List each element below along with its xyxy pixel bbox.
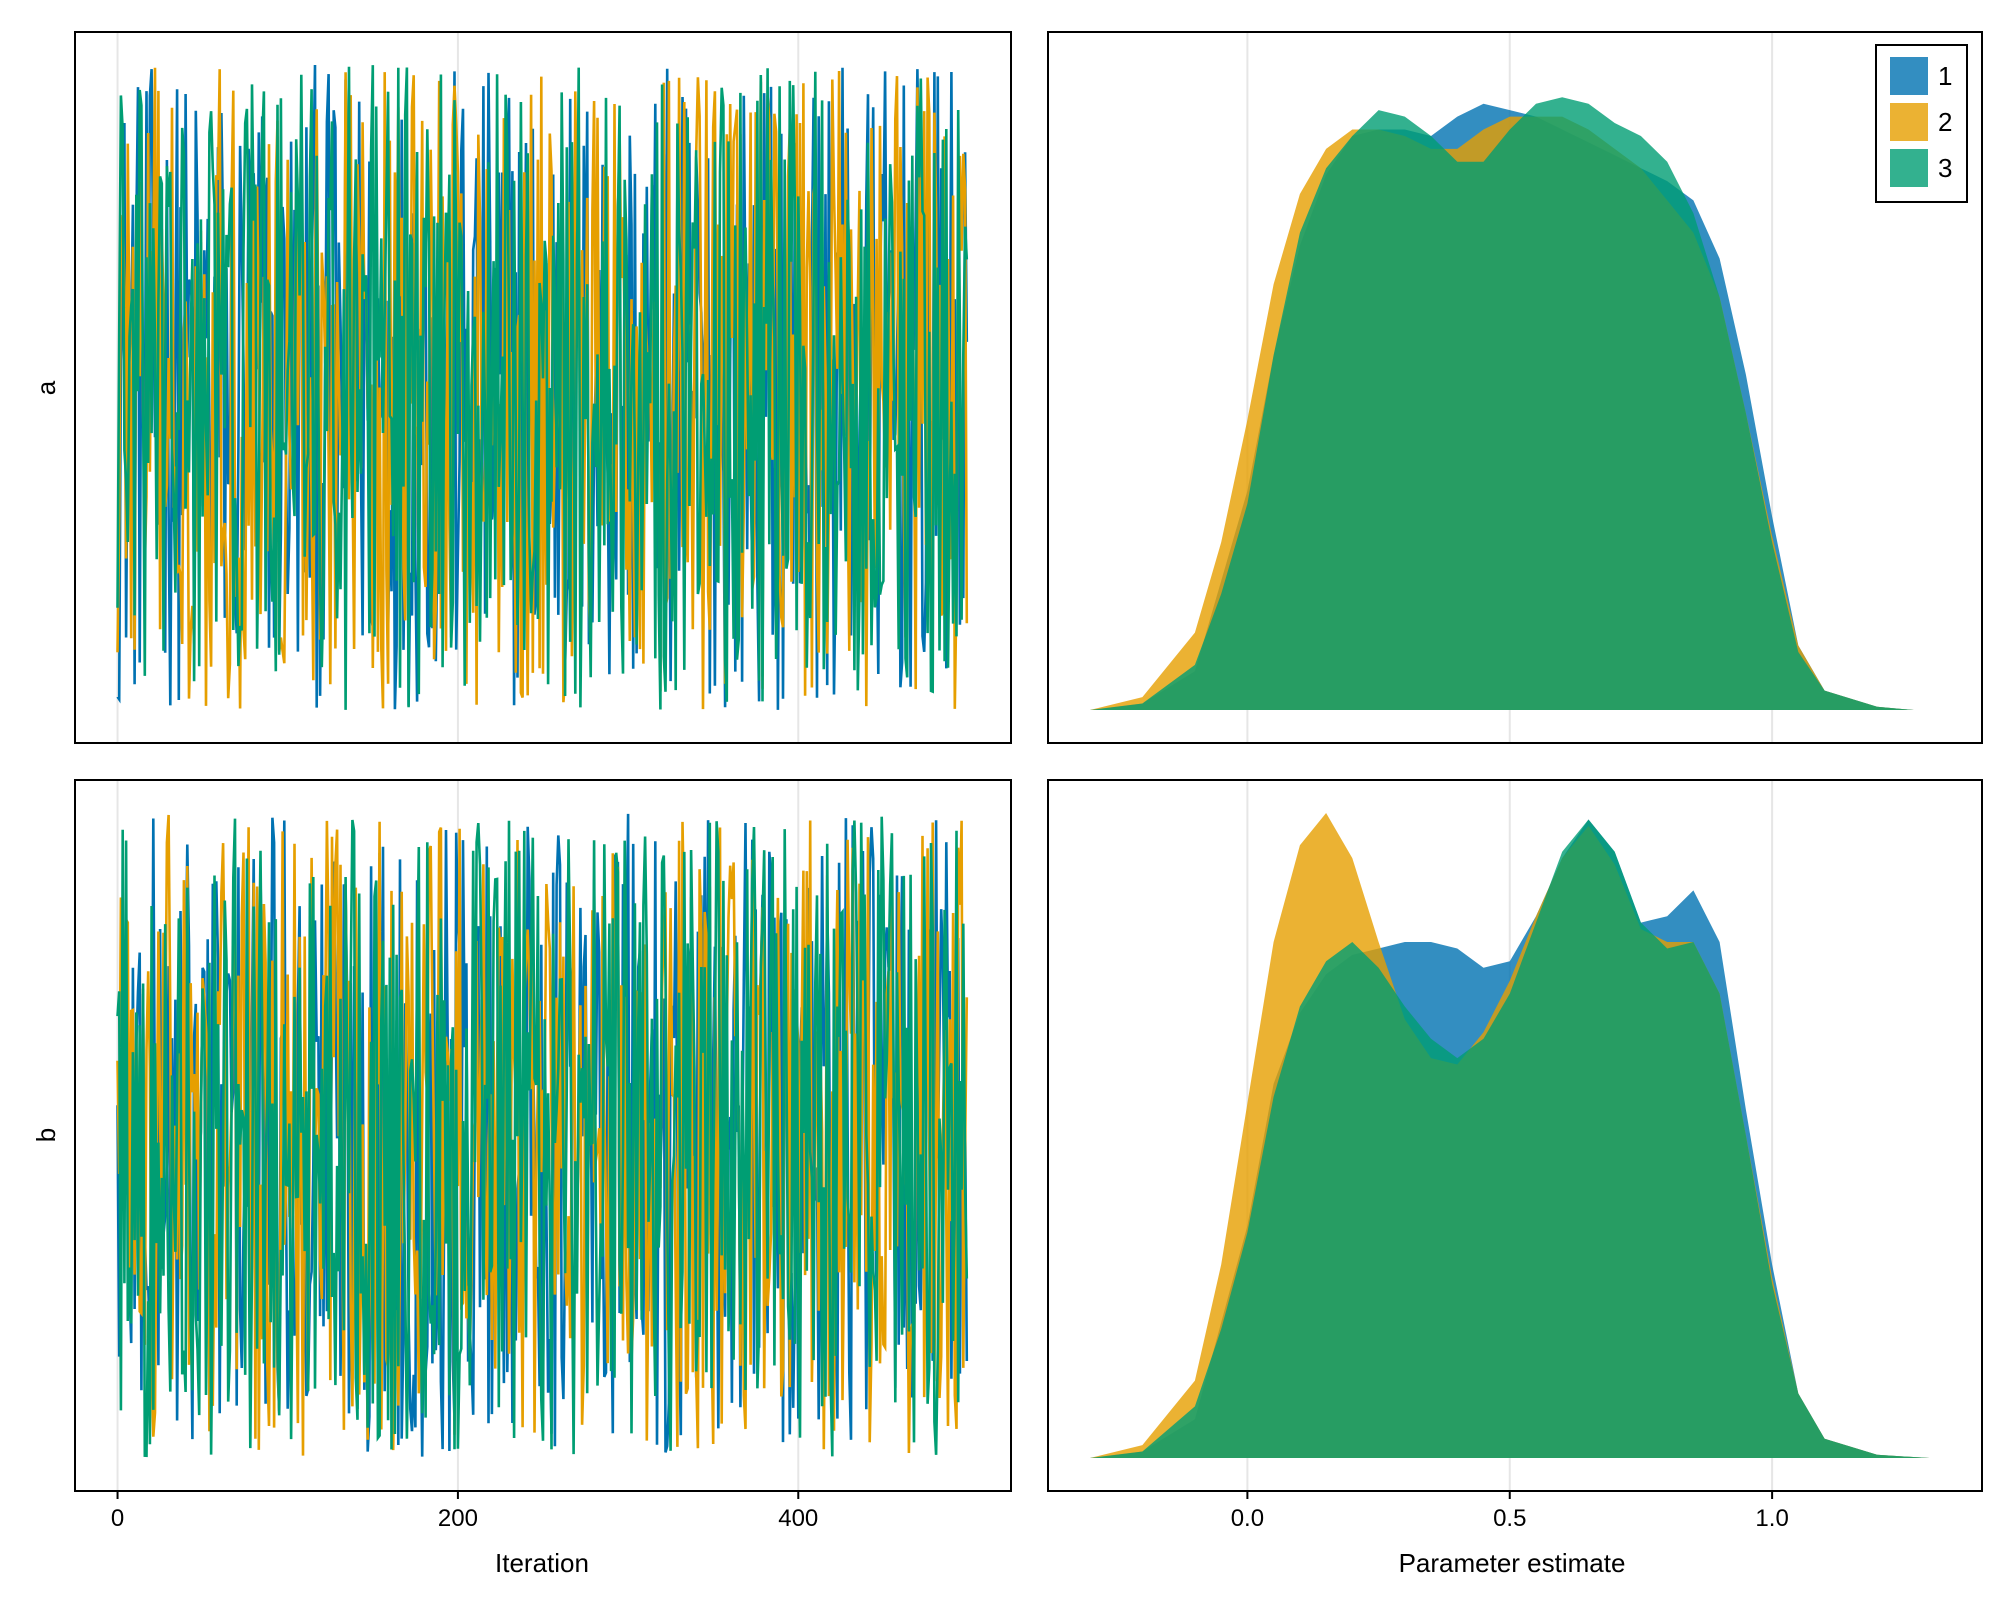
trace-panel-b bbox=[74, 779, 1012, 1492]
density-panel-b bbox=[1047, 779, 1983, 1492]
density-x-tick-label-2: 1.0 bbox=[1755, 1505, 1788, 1532]
trace-line-a-chain-3 bbox=[116, 65, 969, 710]
density-x-axis-label: Parameter estimate bbox=[1399, 1548, 1626, 1578]
legend-swatch-2 bbox=[1890, 103, 1928, 141]
trace-line-b-chain-3 bbox=[116, 816, 969, 1458]
trace-x-tick-label-0: 0 bbox=[111, 1505, 124, 1532]
legend-label-2: 2 bbox=[1938, 107, 1952, 137]
row-label-b: b bbox=[31, 1128, 61, 1142]
legend: 1 2 3 bbox=[1875, 44, 1968, 203]
trace-frame-b bbox=[74, 779, 1012, 1492]
legend-swatch-1 bbox=[1890, 57, 1928, 95]
trace-panel-a bbox=[74, 31, 1012, 744]
density-area-b-chain-3 bbox=[1090, 819, 1930, 1458]
trace-x-tick-label-1: 200 bbox=[438, 1505, 478, 1532]
trace-x-axis: 0 200 400 bbox=[111, 1491, 818, 1532]
density-frame-b bbox=[1047, 779, 1983, 1492]
density-x-tick-label-1: 0.5 bbox=[1493, 1505, 1526, 1532]
trace-x-tick-label-2: 400 bbox=[778, 1505, 818, 1532]
legend-label-3: 3 bbox=[1938, 153, 1952, 183]
trace-x-axis-label: Iteration bbox=[495, 1548, 589, 1578]
density-frame-a bbox=[1047, 31, 1983, 744]
legend-label-1: 1 bbox=[1938, 61, 1952, 91]
trace-frame-a bbox=[74, 31, 1012, 744]
legend-swatch-3 bbox=[1890, 149, 1928, 187]
density-panel-a bbox=[1047, 31, 1983, 744]
density-x-tick-label-0: 0.0 bbox=[1231, 1505, 1264, 1532]
density-x-axis: 0.0 0.5 1.0 bbox=[1231, 1491, 1789, 1532]
row-label-a: a bbox=[31, 380, 61, 395]
density-area-a-chain-3 bbox=[1090, 97, 1914, 711]
